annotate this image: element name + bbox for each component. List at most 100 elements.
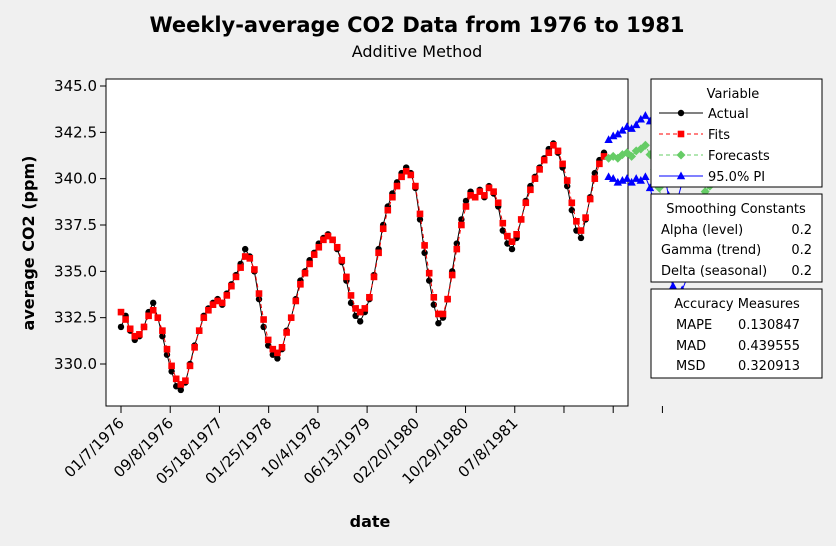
pi-lower-point [632, 174, 641, 182]
fits-series [117, 142, 608, 388]
actual-point [435, 320, 442, 327]
fits-point [462, 203, 470, 210]
pi-lower-point [641, 172, 650, 181]
forecast-point [640, 140, 650, 150]
fits-point [191, 344, 198, 351]
fits-point [246, 255, 254, 262]
forecast-point [627, 151, 637, 161]
fits-point [126, 325, 134, 333]
fits-point [467, 192, 474, 199]
fits-point [356, 308, 364, 316]
actual-point [577, 234, 585, 242]
legend: Variable Actual Fits Forecasts 95.0% PI [650, 78, 823, 188]
fits-point [329, 236, 336, 244]
actual-point [508, 245, 516, 253]
actual-point [453, 240, 460, 247]
smoothing-gamma-value: 0.2 [791, 243, 812, 258]
accuracy-mad-label: MAD [676, 339, 706, 354]
fits-point [485, 184, 493, 192]
legend-marker [677, 130, 685, 138]
fits-point [536, 166, 543, 173]
legend-label: Forecasts [708, 149, 770, 164]
fits-point [577, 227, 585, 234]
pi-lower-point [668, 281, 678, 290]
fits-point [370, 273, 378, 281]
fits-point [260, 316, 267, 323]
fits-point [237, 264, 244, 271]
fits-point [283, 329, 290, 336]
smoothing-delta-label: Delta (seasonal) [661, 264, 767, 279]
fits-point [163, 345, 171, 353]
y-tick-label: 335.0 [54, 262, 97, 280]
legend-title: Variable [707, 87, 760, 102]
fits-point [177, 381, 185, 388]
legend-marker [676, 150, 686, 160]
fits-point [324, 232, 332, 240]
pi-upper-point [613, 129, 622, 138]
fits-point [251, 266, 258, 273]
smoothing-gamma-label: Gamma (trend) [661, 243, 761, 258]
series-layer [117, 111, 715, 394]
fits-point [159, 327, 166, 334]
fits-point [352, 305, 359, 312]
fits-point [140, 323, 148, 331]
pi-upper-point [622, 122, 632, 130]
fits-point [223, 292, 231, 299]
fits-point [573, 217, 580, 225]
fits-point [379, 225, 387, 233]
pi-upper-point [641, 111, 650, 119]
fits-point [563, 177, 571, 184]
pi-lower-point [636, 176, 645, 184]
fits-point [366, 293, 373, 301]
fits-point [241, 253, 249, 260]
pi-lower-point [604, 172, 613, 181]
fits-point [600, 153, 608, 160]
fits-point [416, 210, 424, 218]
fits-point [131, 332, 139, 340]
fits-point [195, 327, 203, 334]
actual-point [421, 249, 428, 256]
actual-point [159, 333, 166, 340]
actual-point [260, 323, 267, 331]
fits-point [499, 219, 507, 227]
fits-point [333, 243, 341, 251]
fits-point [540, 156, 548, 164]
fits-point [490, 188, 497, 195]
actual-point [150, 299, 157, 307]
fits-point [182, 377, 189, 384]
fits-point [494, 199, 502, 207]
fits-point [458, 221, 465, 229]
fits-point [444, 295, 451, 303]
fits-point [306, 260, 313, 268]
accuracy-msd-label: MSD [676, 359, 705, 374]
fits-point [591, 175, 599, 182]
legend-items: Actual Fits Forecasts 95.0% PI [659, 107, 770, 185]
pi-upper-point [604, 135, 613, 143]
fits-point [315, 243, 323, 251]
fits-point [559, 160, 566, 168]
actual-point [462, 197, 470, 205]
fits-point [278, 344, 286, 351]
actual-point [177, 386, 184, 394]
fits-point [393, 182, 401, 190]
smoothing-alpha-value: 0.2 [791, 223, 812, 238]
fits-point [412, 182, 419, 190]
chart-title: Weekly-average CO2 Data from 1976 to 198… [149, 13, 684, 37]
fits-point [186, 362, 194, 370]
fits-point [384, 206, 392, 214]
fits-point [471, 193, 479, 201]
fits-point [218, 299, 226, 307]
actual-point [416, 216, 424, 223]
fits-point [517, 216, 525, 223]
fits-point [522, 199, 530, 207]
y-tick-label: 345.0 [54, 77, 97, 95]
y-axis-label: average CO2 (ppm) [19, 156, 38, 331]
legend-label: Fits [708, 128, 730, 143]
fits-point [172, 375, 180, 383]
accuracy-mape-label: MAPE [676, 318, 712, 333]
legend-label: 95.0% PI [708, 170, 765, 185]
fits-point [430, 293, 438, 301]
fits-point [586, 195, 594, 203]
y-axis: 345.0 342.5 340.0 337.5 335.0 332.5 330.0 [54, 77, 106, 373]
